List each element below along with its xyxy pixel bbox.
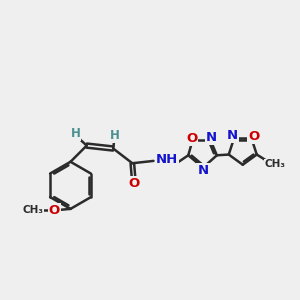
- Text: H: H: [70, 127, 80, 140]
- Text: O: O: [248, 130, 260, 143]
- Text: N: N: [227, 129, 238, 142]
- Text: O: O: [49, 204, 60, 217]
- Text: CH₃: CH₃: [265, 159, 286, 169]
- Text: NH: NH: [156, 153, 178, 166]
- Text: O: O: [186, 132, 197, 145]
- Text: N: N: [197, 164, 208, 177]
- Text: CH₃: CH₃: [22, 206, 43, 215]
- Text: H: H: [110, 129, 120, 142]
- Text: N: N: [206, 131, 217, 144]
- Text: O: O: [128, 177, 140, 190]
